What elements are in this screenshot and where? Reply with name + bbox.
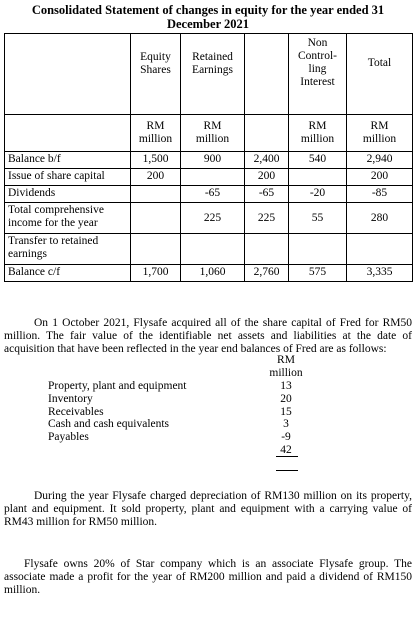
cell-equity: 200	[130, 168, 181, 186]
list-item: Cash and cash equivalents 3	[48, 418, 289, 431]
header-subtotal-blank	[244, 33, 289, 115]
table-header-row: Equity Shares Retained Earnings Non Cont…	[4, 33, 413, 115]
acquisition-paragraph: On 1 October 2021, Flysafe acquired all …	[4, 317, 412, 355]
cell-total: 200	[346, 168, 413, 186]
units-blank	[4, 114, 131, 152]
unit-total: RM million	[346, 114, 413, 152]
cell-equity: 1,500	[130, 151, 181, 169]
statement-title: Consolidated Statement of changes in equ…	[0, 3, 416, 31]
cell-subtotal: 200	[244, 168, 289, 186]
cell-total: 2,940	[346, 151, 413, 169]
table-row: Issue of share capital 200 200 200	[4, 168, 413, 186]
unit-equity: RM million	[130, 114, 181, 152]
table-row: Balance b/f 1,500 900 2,400 540 2,940	[4, 151, 413, 169]
cell-equity	[130, 185, 181, 203]
unit-nci: RM million	[288, 114, 347, 152]
unit-retained: RM million	[180, 114, 245, 152]
cell-subtotal: 2,400	[244, 151, 289, 169]
cell-equity	[130, 233, 181, 265]
depreciation-paragraph: During the year Flysafe charged deprecia…	[4, 490, 412, 528]
total-rule-top	[276, 456, 298, 457]
cell-nci	[288, 168, 347, 186]
cell-equity	[130, 202, 181, 234]
cell-subtotal: 2,760	[244, 264, 289, 282]
cell-subtotal	[244, 233, 289, 265]
row-label: Transfer to retained earnings	[4, 233, 131, 265]
title-line-1: Consolidated Statement of changes in equ…	[31, 3, 385, 17]
cell-nci: 540	[288, 151, 347, 169]
row-label: Dividends	[4, 185, 131, 203]
cell-nci	[288, 233, 347, 265]
list-item: Payables -9	[48, 431, 291, 444]
cell-total: 3,335	[346, 264, 413, 282]
cell-nci: 55	[288, 202, 347, 234]
cell-retained: -65	[180, 185, 245, 203]
associate-paragraph: Flysafe owns 20% of Star company which i…	[4, 558, 412, 596]
header-blank	[4, 33, 131, 115]
header-nci: Non Control- ling Interest	[288, 33, 347, 115]
total-rule-bottom	[276, 470, 298, 471]
unit-subtotal-blank	[244, 114, 289, 152]
row-label: Balance c/f	[4, 264, 131, 282]
list-item: Receivables 15	[48, 405, 292, 418]
cell-retained	[180, 233, 245, 265]
cell-nci: 575	[288, 264, 347, 282]
table-row: Dividends -65 -65 -20 -85	[4, 185, 413, 203]
header-equity-shares: Equity Shares	[130, 33, 181, 115]
list-item: Inventory 20	[48, 392, 292, 405]
assets-total-row: 42	[48, 444, 308, 457]
cell-subtotal: 225	[244, 202, 289, 234]
cell-total: 280	[346, 202, 413, 234]
cell-subtotal: -65	[244, 185, 289, 203]
cell-total: -85	[346, 185, 413, 203]
list-item: Property, plant and equipment 13	[48, 380, 292, 392]
cell-retained: 900	[180, 151, 245, 169]
net-assets-list: Property, plant and equipment 13 Invento…	[48, 380, 308, 457]
row-label: Issue of share capital	[4, 168, 131, 186]
cell-retained: 1,060	[180, 264, 245, 282]
title-line-2: December 2021	[166, 17, 250, 31]
assets-unit-heading: RM million	[269, 354, 303, 379]
cell-nci: -20	[288, 185, 347, 203]
units-row: RM million RM million RM million RM million	[4, 114, 413, 152]
table-row: Balance c/f 1,700 1,060 2,760 575 3,335	[4, 264, 413, 282]
assets-total: 42	[280, 443, 292, 456]
table-row: Total comprehensive income for the year …	[4, 202, 413, 234]
cell-retained	[180, 168, 245, 186]
header-total: Total	[346, 33, 413, 115]
equity-table: Equity Shares Retained Earnings Non Cont…	[4, 33, 413, 282]
row-label: Balance b/f	[4, 151, 131, 169]
table-row: Transfer to retained earnings	[4, 233, 413, 265]
cell-retained: 225	[180, 202, 245, 234]
header-retained-earnings: Retained Earnings	[180, 33, 245, 115]
cell-equity: 1,700	[130, 264, 181, 282]
cell-total	[346, 233, 413, 265]
row-label: Total comprehensive income for the year	[4, 202, 131, 234]
